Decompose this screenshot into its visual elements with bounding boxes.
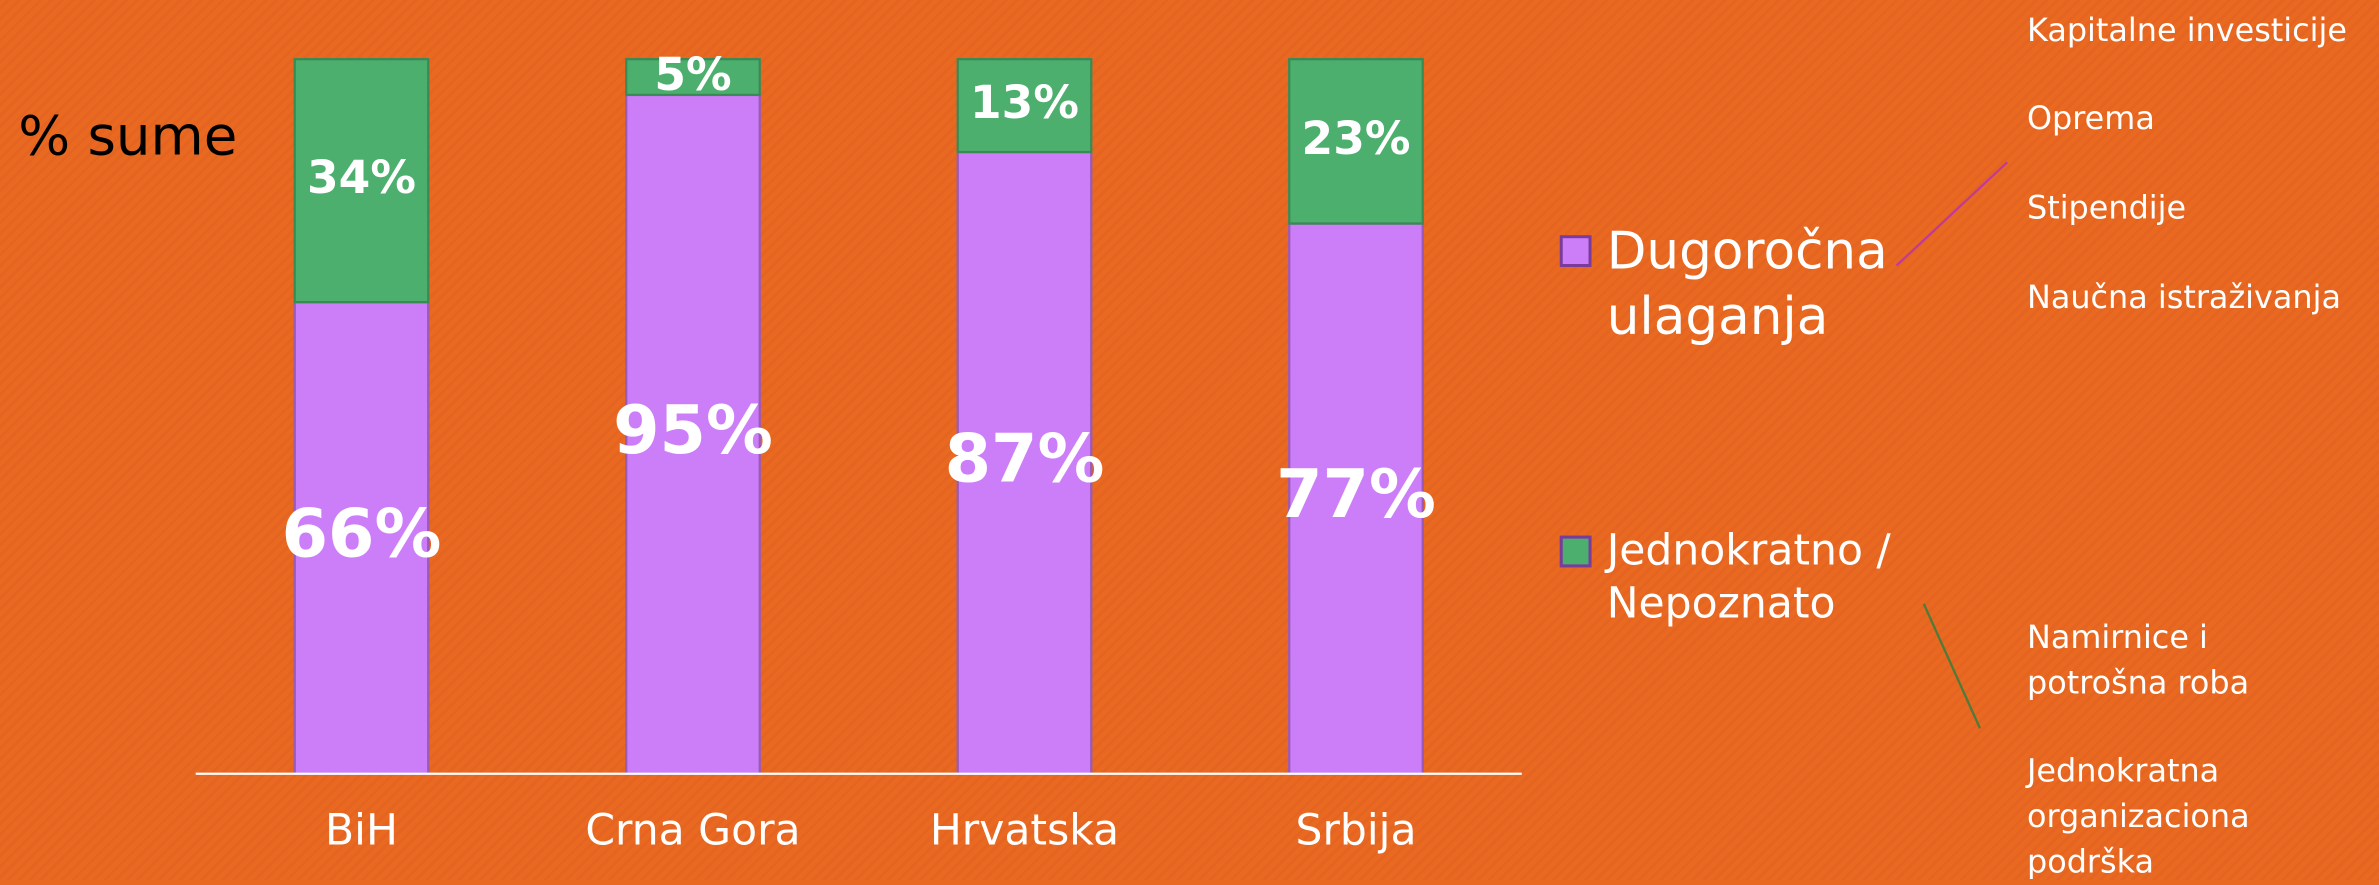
annotation: Oprema <box>2026 100 2155 137</box>
legend-label: Dugoročna ulaganja <box>1606 221 1888 347</box>
legend-label: Jednokratno / Nepoznato <box>1606 524 1891 629</box>
value-label: 87% <box>945 419 1105 497</box>
annotation: Namirnice i potrošna roba <box>2026 619 2250 701</box>
value-label: 23% <box>1302 112 1411 165</box>
annotation: Kapitalne investicije <box>2026 12 2347 49</box>
bar-segment <box>625 58 761 97</box>
x-tick-label: Srbija <box>1295 806 1416 855</box>
connector <box>1895 161 2009 267</box>
value-label: 5% <box>654 48 731 101</box>
x-tick-label: BiH <box>325 806 398 855</box>
bar-segment <box>1288 58 1424 225</box>
value-label: 13% <box>970 76 1079 129</box>
bar-segment <box>956 150 1093 775</box>
annotation: Naučna istraživanja <box>2026 279 2341 316</box>
x-tick-label: Hrvatska <box>930 806 1119 855</box>
annotation: Jednokratna organizaciona podrška <box>2026 752 2250 880</box>
y-label: % sume <box>18 104 237 168</box>
bar-segment <box>293 58 430 304</box>
legend-item: Dugoročna ulaganja <box>1559 220 1910 349</box>
value-label: 95% <box>613 391 773 469</box>
x-tick-label: Crna Gora <box>585 806 800 855</box>
annotation: Stipendije <box>2026 189 2187 227</box>
legend-swatch <box>1559 536 1592 569</box>
bar-segment <box>1288 222 1424 775</box>
value-label: 66% <box>282 495 442 573</box>
legend-swatch <box>1559 235 1592 268</box>
value-label: 77% <box>1276 455 1436 533</box>
bar-segment <box>956 58 1093 154</box>
legend-item: Jednokratno / Nepoznato <box>1559 523 1941 629</box>
connector <box>1922 603 1981 729</box>
value-label: 34% <box>307 151 416 204</box>
